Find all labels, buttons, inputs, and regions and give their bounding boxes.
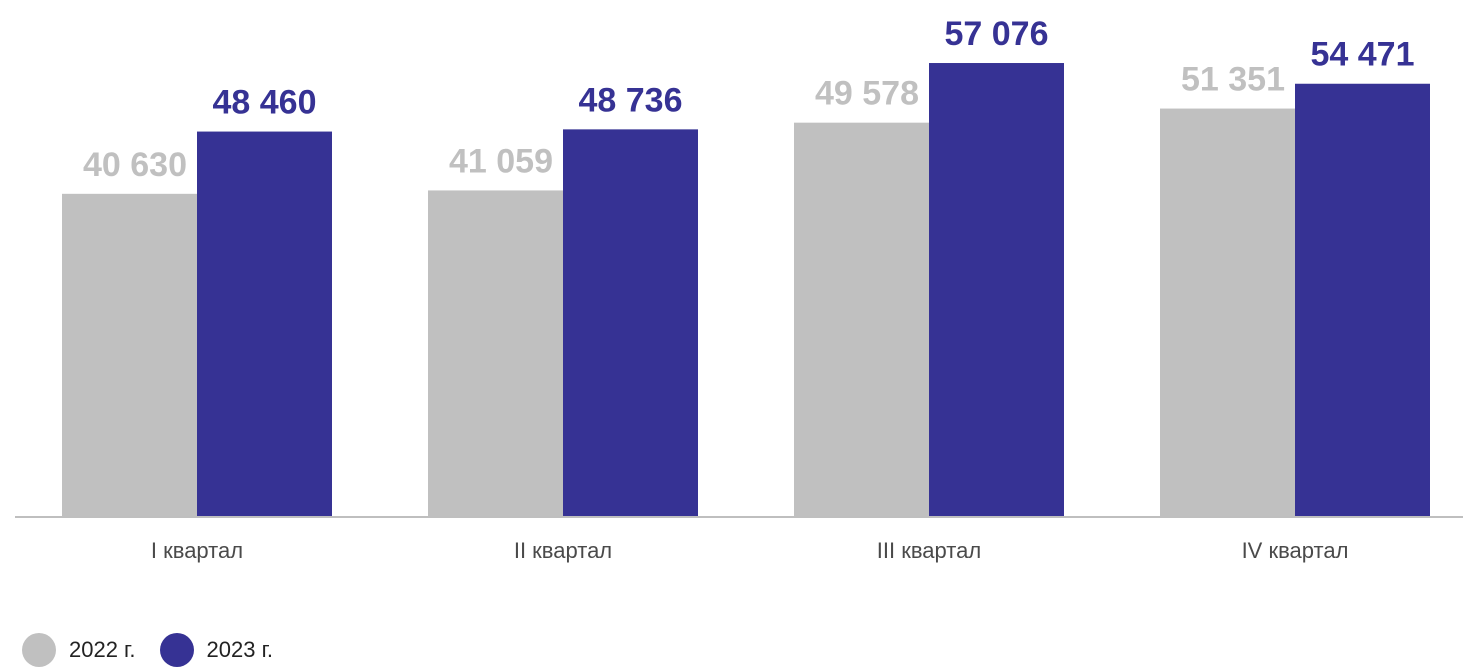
bar-2022-q4 <box>1160 108 1295 518</box>
category-label-q2: II квартал <box>514 538 612 563</box>
value-labels-layer: 40 630 48 460 41 059 48 736 49 578 57 076 51 3… <box>83 15 1415 184</box>
legend: 2022 г. 2023 г. <box>22 632 297 668</box>
legend-swatch-2022 <box>22 633 56 667</box>
bar-2023-q2 <box>563 129 698 517</box>
category-labels-layer: I квартал II квартал III квартал IV квартал <box>151 538 1349 563</box>
bar-2023-q3 <box>929 63 1064 517</box>
value-label-2022-q3: 49 578 <box>815 75 919 113</box>
category-label-q1: I квартал <box>151 538 243 563</box>
legend-item-2022: 2022 г. <box>22 633 136 667</box>
bar-2022-q2 <box>428 190 563 517</box>
value-label-2023-q1: 48 460 <box>213 84 317 122</box>
bar-2023-q4 <box>1295 83 1430 518</box>
value-label-2022-q4: 51 351 <box>1181 61 1285 99</box>
value-label-2023-q4: 54 471 <box>1311 36 1415 74</box>
category-label-q3: III квартал <box>877 538 981 563</box>
value-label-2023-q3: 57 076 <box>945 15 1049 53</box>
bar-2022-q3 <box>794 122 929 517</box>
legend-label-2022: 2022 г. <box>69 637 136 662</box>
value-label-2022-q1: 40 630 <box>83 146 187 184</box>
value-label-2022-q2: 41 059 <box>449 142 553 180</box>
category-label-q4: IV квартал <box>1242 538 1349 563</box>
value-label-2023-q2: 48 736 <box>579 81 683 119</box>
bar-2022-q1 <box>62 193 197 517</box>
legend-swatch-2023 <box>159 633 194 667</box>
legend-label-2023: 2023 г. <box>206 637 274 662</box>
legend-item-2023: 2023 г. <box>159 633 274 667</box>
bars-layer <box>62 63 1430 518</box>
bar-2023-q1 <box>197 131 332 517</box>
